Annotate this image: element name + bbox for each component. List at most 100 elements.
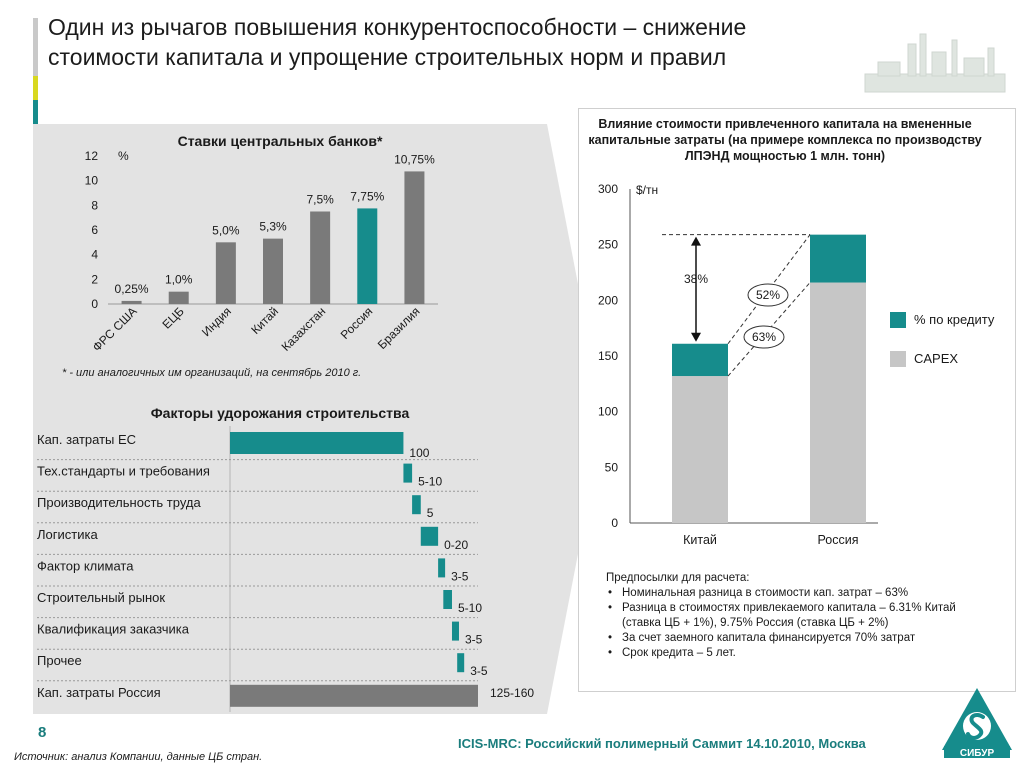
factor-label: Прочее [37, 653, 82, 668]
rates-category-label: Казахстан [279, 304, 329, 354]
rates-y-tick-label: 4 [91, 248, 98, 262]
rates-y-tick-label: 0 [91, 297, 98, 311]
capex-y-tick-label: 50 [605, 460, 619, 474]
factor-label: Строительный рынок [37, 590, 165, 605]
factor-value-label: 5-10 [418, 475, 442, 489]
capex-chart-title: Влияние стоимости привлеченного капитала… [588, 117, 982, 163]
rates-value-label: 7,5% [306, 193, 334, 207]
factor-label: Тех.стандарты и требования [37, 464, 210, 479]
factor-label: Квалификация заказчика [37, 622, 190, 637]
rates-value-label: 5,3% [259, 220, 287, 234]
factor-value-label: 3-5 [470, 664, 488, 678]
capex-y-tick-label: 200 [598, 293, 618, 307]
factor-bar [230, 684, 478, 707]
rates-value-label: 7,75% [350, 189, 384, 203]
capex-y-unit: $/тн [636, 183, 658, 197]
legend-label-capex: CAPEX [914, 351, 959, 366]
rates-footnote: * - или аналогичных им организаций, на с… [62, 367, 362, 379]
rates-value-label: 5,0% [212, 223, 240, 237]
capex-annotation: 63% [752, 330, 776, 344]
source-note: Источник: анализ Компании, данные ЦБ стр… [14, 751, 263, 763]
capex-annotation-bubble [747, 283, 789, 307]
rates-category-label: Индия [199, 304, 234, 339]
rates-bar [357, 208, 378, 304]
capex-y-tick-label: 150 [598, 349, 618, 363]
rates-category-label: Россия [338, 304, 376, 342]
factor-bar [438, 558, 446, 578]
title-accent-gray [33, 18, 38, 76]
rates-chart-title: Ставки центральных банков* [177, 133, 383, 149]
capex-category-label: Китай [683, 533, 717, 547]
capex-bar-segment [810, 234, 866, 283]
factor-value-label: 100 [409, 446, 429, 460]
rates-chart: 0 2 4 6 8 10 12 % 0,25% ФРС США 1,0% ЕЦБ 5,0% Индия 5,… [85, 149, 438, 354]
page-number: 8 [38, 724, 47, 741]
assumption-item: Срок кредита – 5 лет. [606, 646, 986, 661]
capex-annotation: 52% [756, 288, 780, 302]
legend-label-credit: % по кредиту [914, 312, 995, 327]
factor-label: Кап. затраты ЕС [37, 432, 136, 447]
slide-title: Один из рычагов повышения конкурентоспос… [48, 14, 747, 70]
title-accent-teal [33, 100, 38, 124]
rates-bar [404, 171, 425, 304]
factor-label: Производительность труда [37, 495, 201, 510]
rates-y-tick-label: 10 [85, 174, 99, 188]
rates-bar [310, 211, 331, 304]
factor-value-label: 125-160 [490, 686, 534, 700]
rates-category-label: Бразилия [375, 304, 423, 352]
capex-y-tick-label: 300 [598, 182, 618, 196]
factors-chart-title: Факторы удорожания строительства [150, 405, 410, 421]
rates-bar [215, 242, 236, 304]
capex-arrow-head [691, 236, 701, 246]
rates-bar [168, 291, 189, 304]
rates-y-tick-label: 8 [91, 198, 98, 212]
rates-category-label: ЕЦБ [159, 304, 186, 331]
rates-category-label: Китай [248, 304, 281, 337]
event-caption: ICIS-MRC: Российский полимерный Саммит 1… [458, 736, 866, 751]
capex-bar-segment [672, 376, 728, 523]
factor-value-label: 5 [427, 506, 434, 520]
legend-swatch-capex [890, 351, 906, 367]
factor-value-label: 3-5 [451, 569, 469, 583]
assumptions-title: Предпосылки для расчета: [606, 572, 750, 584]
capex-y-tick-label: 250 [598, 238, 618, 252]
factor-bar [420, 526, 439, 546]
capex-y-tick-label: 100 [598, 405, 618, 419]
title-accent-yellow [33, 76, 38, 100]
factors-chart: Кап. затраты ЕС 100 Тех.стандарты и требов… [37, 426, 534, 712]
factor-value-label: 5-10 [458, 601, 482, 615]
rates-y-tick-label: 12 [85, 149, 99, 163]
assumption-item: Номинальная разница в стоимости кап. зат… [606, 586, 986, 601]
rates-bar [263, 238, 283, 304]
factor-bar [457, 653, 465, 673]
assumptions-block: Предпосылки для расчета: Номинальная раз… [606, 571, 986, 661]
rates-y-tick-label: 6 [91, 223, 98, 237]
rates-y-unit: % [118, 149, 129, 163]
factor-label: Кап. затраты Россия [37, 685, 161, 700]
capex-annotation: 38% [684, 272, 708, 286]
capex-bar-segment [810, 282, 866, 523]
capex-arrow-head [691, 332, 701, 342]
factor-bar [230, 432, 404, 454]
capex-chart: 0 50 100 150 200 250 300 $/тн Китай Россия 38% 52% 6… [598, 182, 878, 547]
factor-bar [403, 463, 413, 483]
rates-value-label: 0,25% [115, 282, 149, 296]
capex-bar-segment [672, 343, 728, 377]
legend-swatch-credit [890, 312, 906, 328]
capex-connector-line [727, 234, 811, 345]
factory-skyline-icon [864, 33, 1006, 93]
capex-annotation-bubble [743, 325, 785, 349]
sibur-logo-text: СИБУР [960, 748, 995, 759]
capex-y-tick-label: 0 [611, 516, 618, 530]
factor-bar [443, 590, 452, 609]
rates-category-label: ФРС США [90, 304, 140, 354]
factor-bar [451, 621, 459, 641]
left-panel [33, 124, 547, 714]
rates-value-label: 10,75% [394, 152, 435, 166]
assumption-item: За счет заемного капитала финансируется … [606, 631, 986, 646]
capex-category-label: Россия [818, 533, 859, 547]
sibur-logo: СИБУР [942, 688, 1012, 759]
rates-y-tick-label: 2 [91, 272, 98, 286]
factor-label: Логистика [37, 527, 98, 542]
rates-bar [121, 300, 142, 304]
